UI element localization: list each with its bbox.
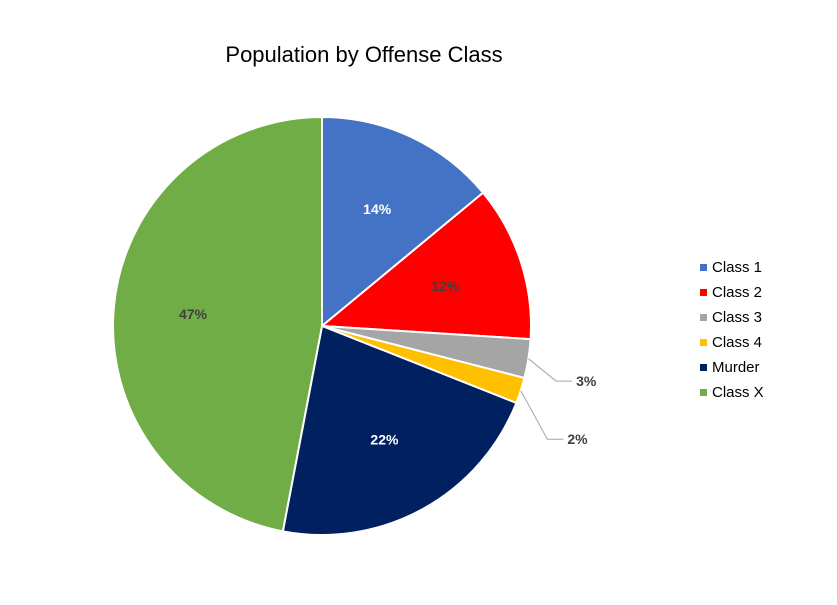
data-label-class-2: 12%	[431, 278, 460, 294]
legend-item-murder: Murder	[700, 355, 764, 380]
legend-item-class-3: Class 3	[700, 305, 764, 330]
legend-label: Class 2	[712, 284, 763, 301]
legend-swatch	[700, 264, 707, 271]
leader-line-class-3	[528, 358, 573, 382]
data-label-class-3: 3%	[576, 373, 597, 389]
legend-item-class-2: Class 2	[700, 280, 764, 305]
data-label-murder: 22%	[370, 432, 399, 448]
pie-slice-class-x	[112, 115, 323, 533]
pie-slice-class-2	[319, 191, 532, 341]
legend-label: Murder	[712, 359, 760, 376]
legend-swatch	[700, 364, 707, 371]
pie-slice-class-1	[321, 115, 485, 329]
legend-label: Class 1	[712, 259, 763, 276]
legend-label: Class X	[712, 384, 764, 401]
legend-label: Class 4	[712, 334, 763, 351]
leader-line-class-4	[520, 390, 564, 440]
legend-swatch	[700, 339, 707, 346]
legend: Class 1 Class 2 Class 3 Class 4 Murder Class …	[700, 255, 764, 405]
legend-item-class-1: Class 1	[700, 255, 764, 280]
legend-swatch	[700, 389, 707, 396]
data-label-class-x: 47%	[179, 306, 208, 322]
legend-label: Class 3	[712, 309, 763, 326]
data-label-class-4: 2%	[567, 431, 588, 447]
pie-slice-murder	[281, 324, 518, 536]
data-label-class-1: 14%	[363, 201, 392, 217]
legend-item-class-x: Class X	[700, 380, 764, 405]
legend-item-class-4: Class 4	[700, 330, 764, 355]
legend-swatch	[700, 314, 707, 321]
legend-swatch	[700, 289, 707, 296]
chart-title: Population by Offense Class	[225, 42, 503, 67]
